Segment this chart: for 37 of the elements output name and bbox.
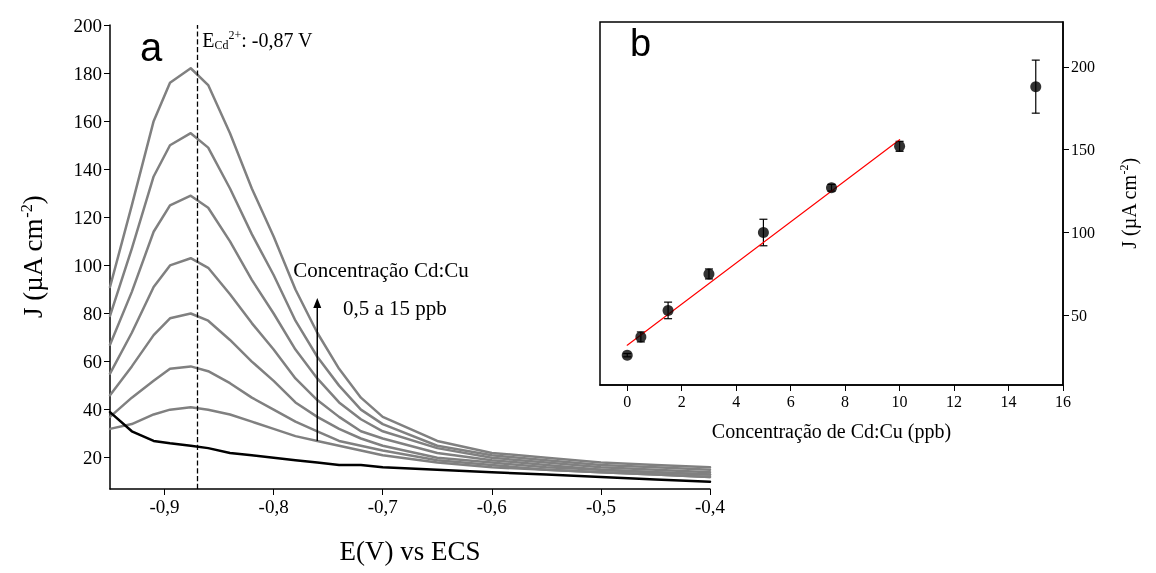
x-tick-label: 4: [732, 392, 741, 410]
y-axis-title: J (µA cm-2): [17, 195, 49, 319]
y-tick-label: 160: [73, 110, 102, 132]
annotation: Concentração Cd:Cu: [293, 257, 470, 282]
x-tick-label: -0,6: [476, 496, 507, 517]
y2-tick-label: 150: [1071, 141, 1095, 159]
x-tick-label: 16: [1055, 392, 1071, 410]
y2-tick-label: 100: [1071, 224, 1095, 242]
y-tick-label: 20: [83, 447, 102, 469]
x-tick-label: -0,9: [149, 496, 180, 517]
annotation: a: [140, 25, 163, 69]
y2-axis-title: J (µA cm-2): [1117, 157, 1141, 249]
x-tick-label: -0,5: [585, 496, 616, 517]
y-tick-label: 60: [83, 351, 102, 373]
x-tick-label: -0,4: [694, 496, 726, 517]
x-tick-label: 12: [946, 392, 963, 410]
y-tick-label: 100: [73, 254, 102, 276]
y2-tick-label: 50: [1071, 306, 1087, 324]
x-tick-label: 14: [1000, 392, 1017, 410]
x-tick-label: 8: [841, 392, 850, 410]
x-axis-title: Concentração de Cd:Cu (ppb): [711, 420, 952, 443]
y-tick-label: 140: [73, 158, 102, 180]
x-tick-label: 2: [677, 392, 686, 410]
annotation: b: [630, 22, 652, 64]
x-tick-label: -0,8: [258, 496, 289, 517]
x-axis-title: E(V) vs ECS: [339, 535, 481, 566]
y-tick-label: 200: [73, 14, 102, 36]
annotation: 0,5 a 15 ppb: [343, 296, 447, 320]
y2-tick-label: 200: [1071, 58, 1095, 76]
y-tick-label: 80: [83, 303, 102, 324]
y-tick-label: 120: [73, 206, 102, 228]
x-tick-label: -0,7: [367, 496, 398, 517]
y-tick-label: 180: [73, 62, 102, 84]
x-tick-label: 10: [891, 392, 908, 410]
x-tick-label: 6: [786, 392, 795, 410]
x-tick-label: 0: [623, 392, 632, 410]
y-tick-label: 40: [83, 399, 102, 421]
